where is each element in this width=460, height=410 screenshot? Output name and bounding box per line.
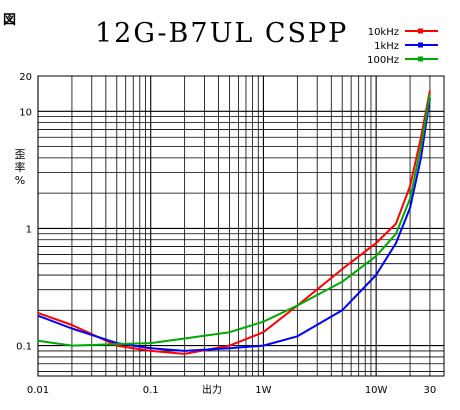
x-tick-label: 0.01 — [27, 385, 49, 396]
figure-label: 図 — [3, 13, 17, 28]
x-tick-label: 10W — [365, 385, 388, 396]
y-axis-label: 歪率% — [10, 148, 30, 187]
series-layer — [37, 90, 431, 355]
legend-label: 100Hz — [367, 55, 399, 66]
chart-title: 12G-B7UL CSPP — [95, 18, 349, 49]
legend: 10kHz 1kHz 100Hz — [367, 27, 438, 66]
y-tick-label: 20 — [19, 72, 32, 83]
y-tick-label: 10 — [19, 107, 32, 118]
legend-label: 1kHz — [374, 41, 399, 52]
y-tick-label: 0.1 — [16, 342, 32, 353]
legend-swatch-marker — [418, 56, 423, 62]
x-tick-label: 30 — [424, 385, 437, 396]
y-tick-label: 1 — [26, 224, 32, 235]
x-tick-label: 1W — [255, 385, 271, 396]
series-line-10khz — [37, 90, 431, 355]
x-tick-label: 出力 — [202, 383, 222, 396]
y-axis-label-part: 歪率 — [14, 148, 26, 174]
y-axis-label-part: % — [14, 174, 26, 187]
plot-frame — [37, 75, 445, 377]
legend-label: 10kHz — [368, 27, 399, 38]
legend-swatch-marker — [418, 42, 423, 48]
grid — [37, 75, 445, 376]
legend-swatch-marker — [418, 28, 423, 34]
series-line-100hz — [37, 93, 431, 347]
x-tick-label: 0.1 — [143, 385, 159, 396]
tick-labels: 0.01 0.1 出力 1W 10W 30 20 10 1 0.1 — [16, 72, 436, 396]
